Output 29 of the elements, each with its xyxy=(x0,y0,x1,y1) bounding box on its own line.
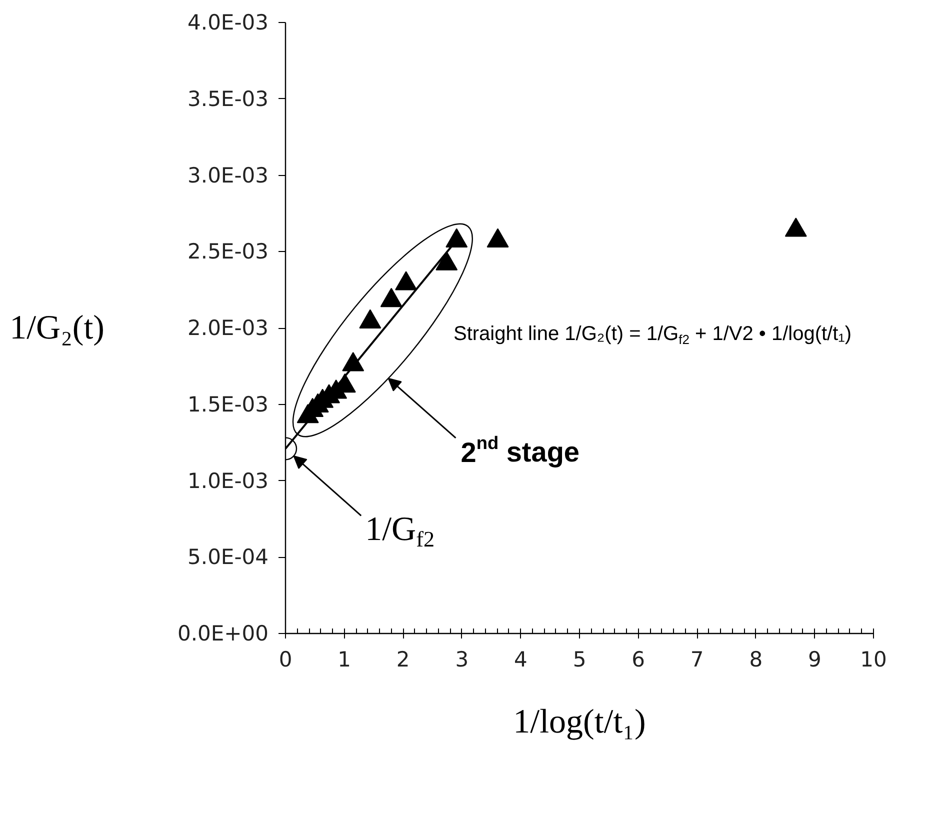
y-tick-label: 4.0E-03 xyxy=(188,10,269,34)
y-tick-label: 3.5E-03 xyxy=(188,86,269,111)
x-tick-label: 2 xyxy=(396,648,410,672)
x-tick-label: 5 xyxy=(572,648,586,672)
point xyxy=(784,218,807,237)
y-tick-label: 0.0E+00 xyxy=(178,622,268,646)
point xyxy=(380,288,402,308)
x-tick-label: 3 xyxy=(455,648,469,672)
y-tick-label: 1.5E-03 xyxy=(188,392,269,416)
point xyxy=(359,309,382,328)
x-tick-label: 0 xyxy=(278,648,292,672)
x-tick-label: 6 xyxy=(632,648,645,672)
x-axis-title: 1/log(t/t₁) xyxy=(513,704,646,740)
point xyxy=(486,228,509,248)
y-tick-label: 1.0E-03 xyxy=(188,468,269,493)
y-axis-title: 1/G₂(t) xyxy=(10,310,105,346)
y-tick-label: 5.0E-04 xyxy=(188,545,269,570)
x-tick-label: 7 xyxy=(690,648,704,672)
y-tick-label: 2.5E-03 xyxy=(188,240,269,264)
y-tick-label: 3.0E-03 xyxy=(188,163,269,188)
x-tick-label: 10 xyxy=(860,648,887,672)
x-tick-label: 9 xyxy=(808,648,822,672)
y-tick-label: 2.0E-03 xyxy=(188,316,269,340)
point xyxy=(436,251,458,270)
x-tick-label: 1 xyxy=(338,648,351,672)
point xyxy=(395,271,418,290)
point xyxy=(446,228,468,248)
x-tick-label: 4 xyxy=(514,648,528,672)
x-tick-label: 8 xyxy=(749,648,763,672)
